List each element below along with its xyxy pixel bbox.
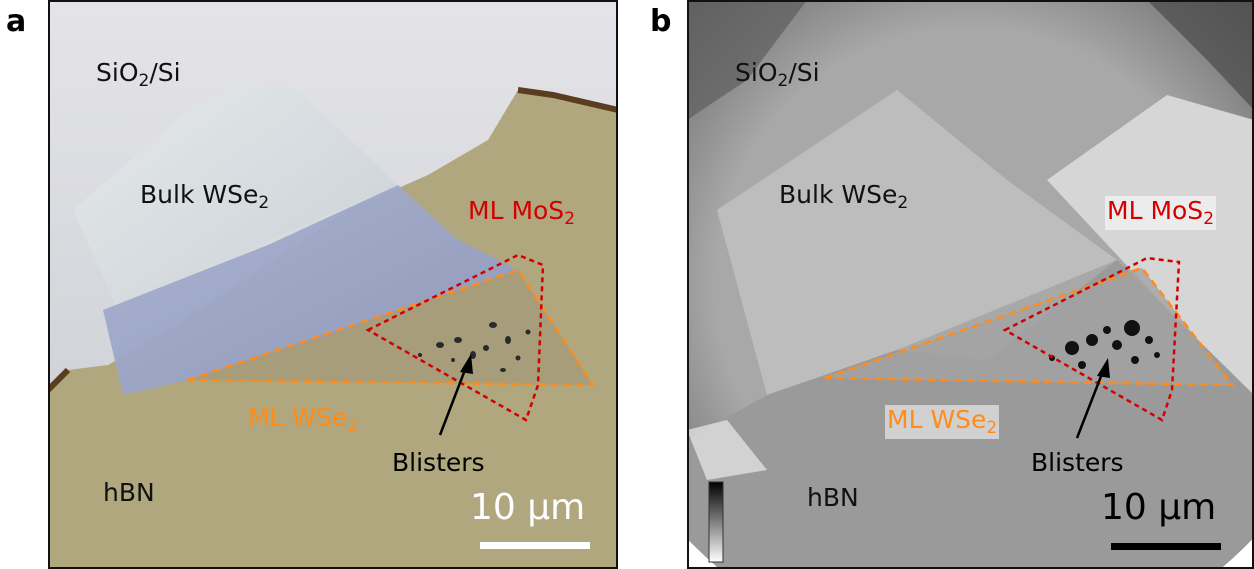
intensity-colorbar	[708, 481, 724, 563]
ml-mos2-label-b: ML MoS2	[1105, 196, 1217, 230]
bulk-wse2-region-b	[717, 90, 1117, 395]
grayscale-image-panel: SiO2/Si Bulk WSe2 ML MoS2 ML WSe2 Bliste…	[687, 0, 1254, 569]
ml-mos2-outline-b	[1002, 256, 1181, 422]
optical-micrograph-panel: SiO2/Si Bulk WSe2 ML MoS2 ML WSe2 Bliste…	[48, 0, 618, 569]
grayscale-image	[687, 0, 1254, 569]
bulk-wse2-region	[73, 80, 398, 310]
bulk-wse2-thick-region	[103, 185, 518, 395]
blister-dots-b	[1049, 320, 1160, 369]
scale-bar-b	[1111, 543, 1221, 550]
ml-wse2-label: ML WSe2	[248, 403, 359, 436]
hbn-label-b: hBN	[807, 483, 859, 512]
blisters-label-b: Blisters	[1031, 448, 1124, 477]
sio2-label-b: SiO2/Si	[735, 58, 820, 91]
ml-mos2-outline	[365, 253, 545, 422]
blisters-arrow	[438, 361, 470, 436]
blister-dots	[418, 322, 531, 372]
panel-letter-b: b	[650, 4, 672, 39]
scale-bar	[480, 542, 590, 549]
bulk-wse2-label-b: Bulk WSe2	[779, 180, 909, 213]
ml-mos2-label: ML MoS2	[468, 196, 576, 229]
blisters-label: Blisters	[392, 448, 485, 477]
optical-image	[48, 0, 618, 569]
bulk-wse2-label: Bulk WSe2	[140, 180, 270, 213]
panel-letter-a: a	[6, 4, 27, 39]
scale-bar-label: 10 µm	[470, 487, 586, 528]
blisters-arrow-b	[1075, 365, 1107, 439]
ml-wse2-label-b: ML WSe2	[885, 405, 1000, 439]
sio2-label: SiO2/Si	[96, 58, 181, 91]
hbn-label: hBN	[103, 478, 155, 507]
scale-bar-label-b: 10 µm	[1101, 487, 1217, 528]
ml-wse2-outline	[187, 268, 596, 387]
ml-wse2-outline-b	[824, 266, 1235, 387]
